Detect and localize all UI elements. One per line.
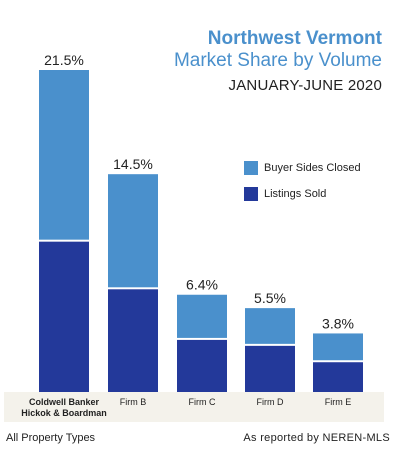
bar-listings-sold [313, 362, 363, 392]
category-label: Hickok & Boardman [21, 408, 107, 418]
category-band [4, 392, 384, 422]
legend-item-buyer-sides: Buyer Sides Closed [244, 158, 361, 178]
category-label: Firm C [189, 397, 216, 407]
bar-buyer-sides-closed [313, 333, 363, 361]
category-label: Coldwell Banker [29, 397, 100, 407]
bar-buyer-sides-closed [245, 308, 295, 344]
legend-item-listings-sold: Listings Sold [244, 184, 361, 204]
bar-total-label: 5.5% [254, 290, 286, 306]
category-label: Firm E [325, 397, 352, 407]
chart-subtitle: Market Share by Volume [173, 50, 382, 71]
bar-listings-sold [177, 339, 227, 392]
category-label: Firm B [120, 397, 147, 407]
bar-total-label: 3.8% [322, 315, 354, 331]
legend-swatch-listings-sold [244, 187, 258, 201]
bar-listings-sold [245, 345, 295, 392]
footer-property-types: All Property Types [6, 432, 96, 444]
chart-period: JANUARY-JUNE 2020 [228, 77, 382, 94]
bar-buyer-sides-closed [177, 294, 227, 338]
legend-label-buyer-sides: Buyer Sides Closed [264, 162, 361, 174]
bar-buyer-sides-closed [39, 70, 89, 240]
chart-title: Northwest Vermont [207, 28, 382, 49]
bar-listings-sold [108, 289, 158, 392]
bar-total-label: 6.4% [186, 277, 218, 293]
bar-listings-sold [39, 241, 89, 392]
bar-buyer-sides-closed [108, 174, 158, 288]
legend-label-listings-sold: Listings Sold [264, 188, 327, 200]
bar-total-label: 21.5% [44, 52, 84, 68]
legend-swatch-buyer-sides [244, 161, 258, 175]
footer-source: As reported by NEREN-MLS [243, 432, 390, 444]
bar-total-label: 14.5% [113, 156, 153, 172]
category-label: Firm D [257, 397, 284, 407]
legend: Buyer Sides Closed Listings Sold [244, 158, 361, 210]
